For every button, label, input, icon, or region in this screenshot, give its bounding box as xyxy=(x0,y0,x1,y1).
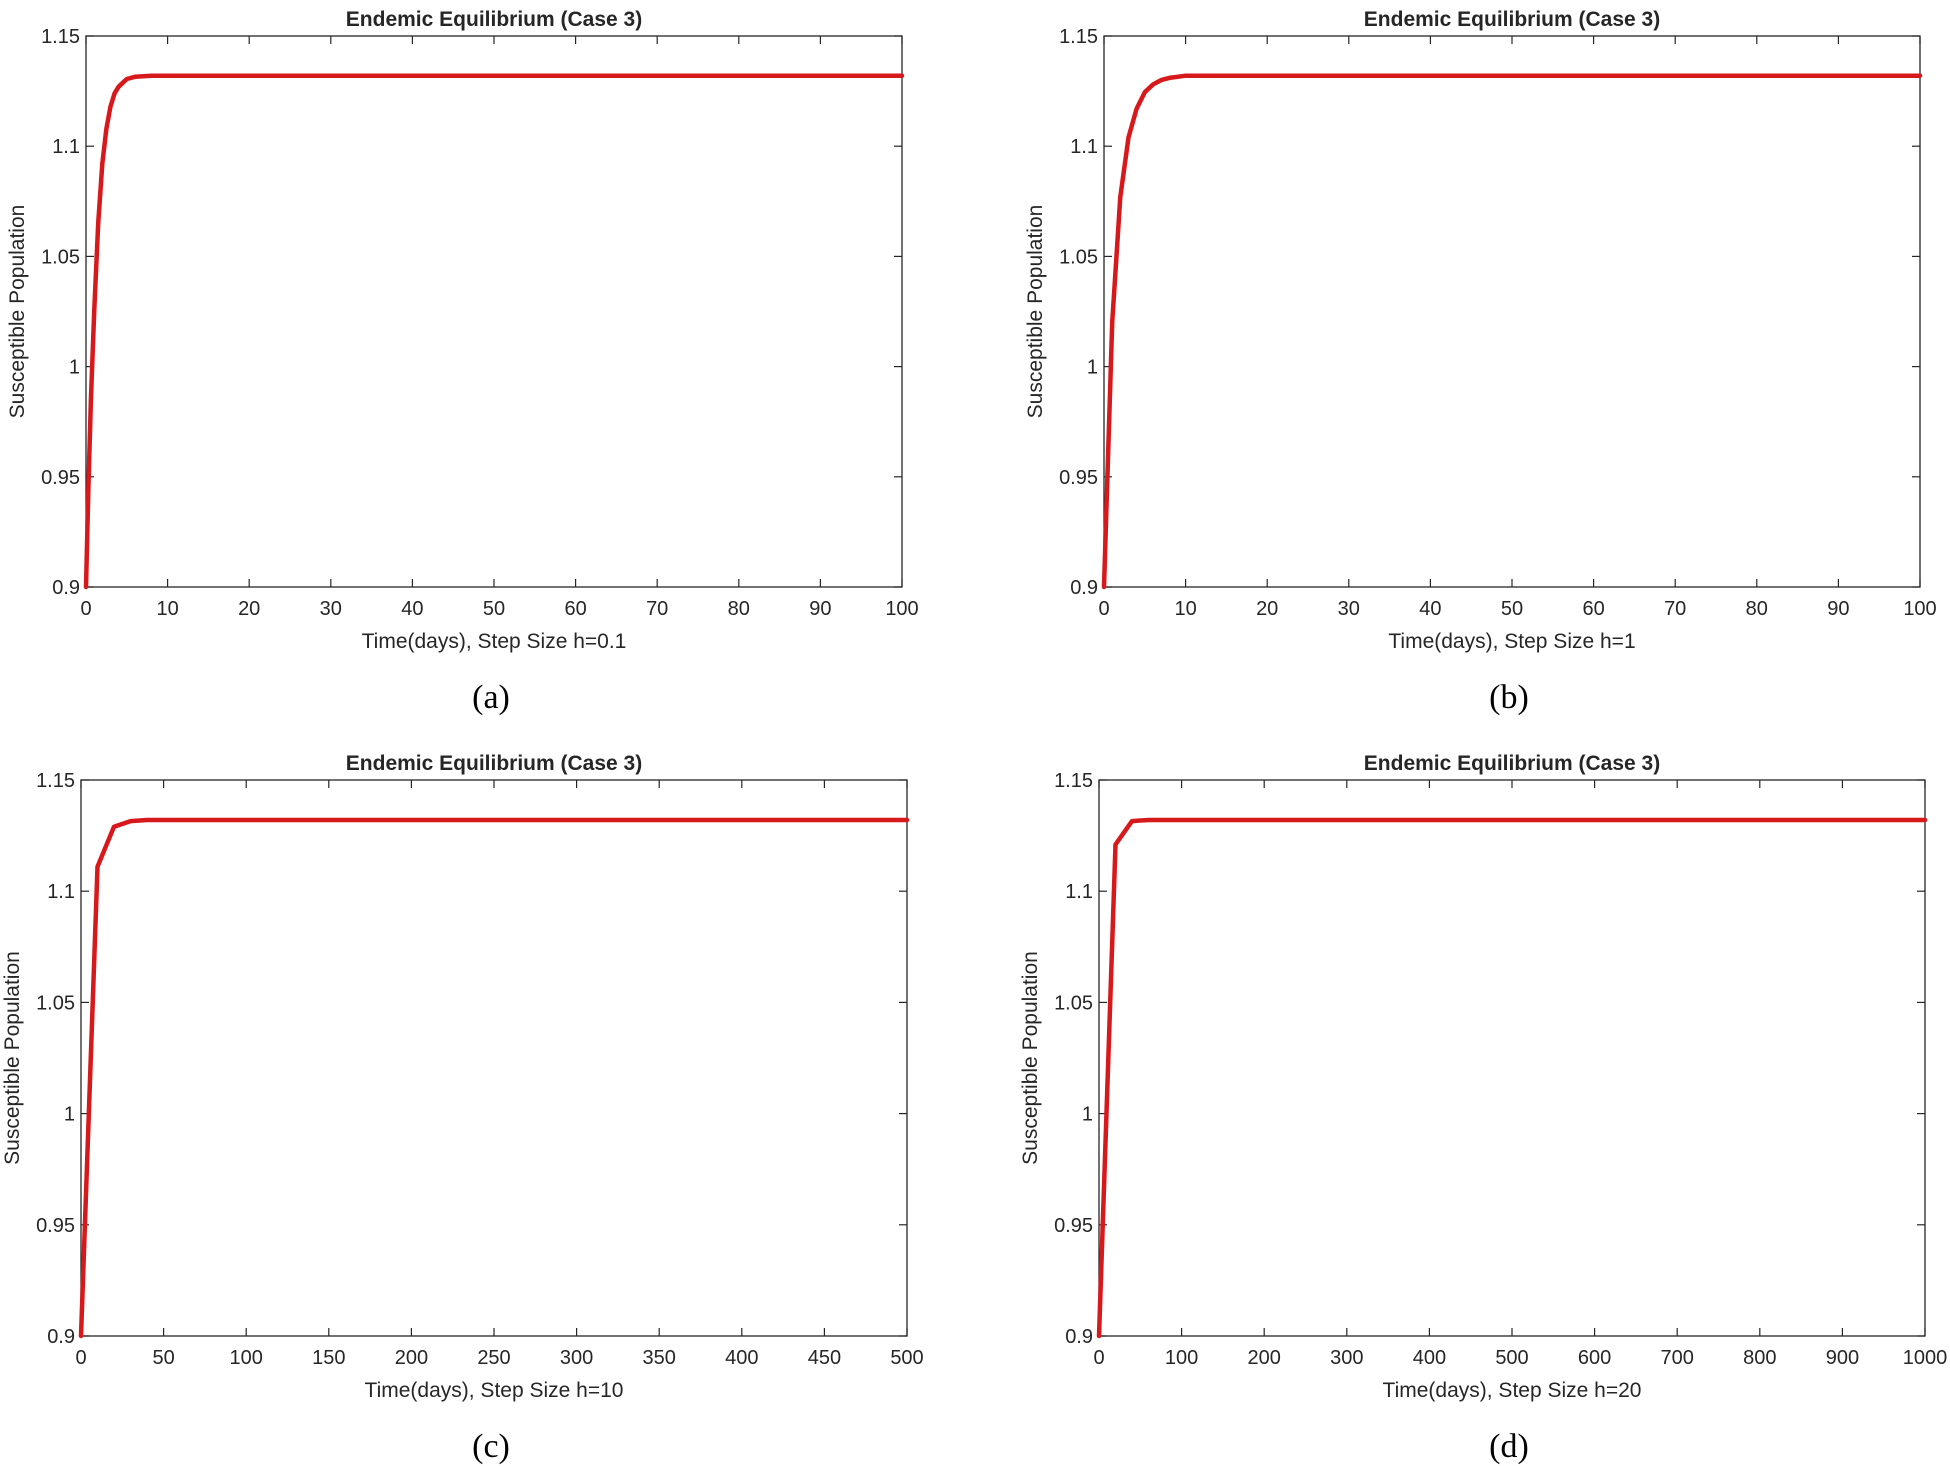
y-axis-label: Susceptible Population xyxy=(1019,951,1042,1165)
series-line-S xyxy=(83,73,905,590)
x-tick-label: 100 xyxy=(1903,598,1936,620)
series-line-S xyxy=(78,817,910,1339)
x-axis-label: Time(days), Step Size h=1 xyxy=(1388,630,1635,653)
x-tick-label: 40 xyxy=(401,598,423,620)
y-axis-label: Susceptible Population xyxy=(1,951,24,1165)
x-tick-label: 350 xyxy=(643,1347,676,1369)
x-tick-label: 500 xyxy=(890,1347,923,1369)
x-tick-label: 1000 xyxy=(1903,1347,1948,1369)
y-axis-label: Susceptible Population xyxy=(6,205,29,419)
x-axis-label: Time(days), Step Size h=10 xyxy=(365,1379,624,1402)
x-tick-label: 800 xyxy=(1743,1347,1776,1369)
y-tick-label: 1.05 xyxy=(1054,992,1093,1014)
x-tick-label: 100 xyxy=(230,1347,263,1369)
plot-area xyxy=(1103,35,1921,588)
y-tick-label: 1 xyxy=(1082,1104,1093,1126)
x-tick-label: 900 xyxy=(1826,1347,1859,1369)
y-tick-label: 0.95 xyxy=(41,467,80,489)
y-tick-label: 1.1 xyxy=(52,136,80,158)
chart-panel-4: 0 100 200 300 400 500 600 700 800 900 1000 0.9 0.95 1… xyxy=(1019,752,1947,1465)
plot-area xyxy=(1098,779,1926,1337)
y-tick-label: 1.05 xyxy=(36,992,75,1014)
x-tick-label: 10 xyxy=(1174,598,1196,620)
x-tick-label: 90 xyxy=(809,598,831,620)
chart-panel-2: 0 10 20 30 40 50 60 70 80 90 100 0.9 0.95 1 1.05 1.1 1.1… xyxy=(1024,8,1937,716)
y-tick-label: 0.95 xyxy=(1059,467,1098,489)
x-tick-label: 450 xyxy=(808,1347,841,1369)
x-tick-label: 300 xyxy=(1330,1347,1363,1369)
y-tick-label: 1.15 xyxy=(41,26,80,48)
y-axis-label: Susceptible Population xyxy=(1024,205,1047,419)
y-tick-label: 1.15 xyxy=(1054,770,1093,792)
chart-title: Endemic Equilibrium (Case 3) xyxy=(1364,752,1660,775)
panel-caption: (a) xyxy=(472,679,510,716)
x-tick-label: 100 xyxy=(885,598,918,620)
y-tick-label: 1 xyxy=(1087,357,1098,379)
y-tick-label: 1.15 xyxy=(36,770,75,792)
y-tick-label: 0.9 xyxy=(52,577,80,599)
x-tick-label: 10 xyxy=(156,598,178,620)
y-tick-label: 0.9 xyxy=(1070,577,1098,599)
x-tick-label: 50 xyxy=(1501,598,1523,620)
chart-title: Endemic Equilibrium (Case 3) xyxy=(346,8,642,31)
y-tick-label: 1.15 xyxy=(1059,26,1098,48)
x-tick-label: 500 xyxy=(1495,1347,1528,1369)
x-axis-label: Time(days), Step Size h=0.1 xyxy=(362,630,627,653)
chart-panel-1: 0 10 20 30 40 50 60 70 80 90 100 0.9 0.95 1 1.05 1.1 1.1… xyxy=(6,8,919,716)
x-tick-label: 40 xyxy=(1419,598,1441,620)
x-tick-label: 0 xyxy=(75,1347,86,1369)
x-tick-label: 70 xyxy=(646,598,668,620)
x-tick-label: 30 xyxy=(1338,598,1360,620)
y-tick-label: 1.05 xyxy=(1059,246,1098,268)
x-tick-label: 50 xyxy=(152,1347,174,1369)
panel-caption: (c) xyxy=(472,1428,510,1465)
x-tick-label: 80 xyxy=(728,598,750,620)
x-tick-label: 30 xyxy=(320,598,342,620)
x-tick-label: 0 xyxy=(80,598,91,620)
x-tick-label: 20 xyxy=(238,598,260,620)
x-axis-label: Time(days), Step Size h=20 xyxy=(1383,1379,1642,1402)
x-tick-label: 60 xyxy=(564,598,586,620)
y-tick-label: 0.95 xyxy=(1054,1215,1093,1237)
chart-panel-3: 0 50 100 150 200 250 300 350 400 450 500 0.9 0.95 1 1.… xyxy=(1,752,924,1465)
series-line-S xyxy=(1101,73,1923,590)
x-tick-label: 50 xyxy=(483,598,505,620)
x-tick-label: 400 xyxy=(1413,1347,1446,1369)
x-tick-label: 400 xyxy=(725,1347,758,1369)
x-tick-label: 200 xyxy=(395,1347,428,1369)
y-tick-label: 0.9 xyxy=(47,1326,75,1348)
plot-area xyxy=(85,35,903,588)
panel-caption: (d) xyxy=(1489,1428,1529,1465)
x-tick-label: 150 xyxy=(312,1347,345,1369)
y-tick-label: 0.95 xyxy=(36,1215,75,1237)
x-tick-label: 70 xyxy=(1664,598,1686,620)
y-tick-label: 1.05 xyxy=(41,246,80,268)
y-tick-label: 1.1 xyxy=(1070,136,1098,158)
x-tick-label: 700 xyxy=(1661,1347,1694,1369)
y-tick-label: 1.1 xyxy=(1065,881,1093,903)
x-tick-label: 0 xyxy=(1098,598,1109,620)
x-tick-label: 300 xyxy=(560,1347,593,1369)
y-tick-label: 1.1 xyxy=(47,881,75,903)
chart-title: Endemic Equilibrium (Case 3) xyxy=(346,752,642,775)
x-tick-label: 90 xyxy=(1827,598,1849,620)
y-tick-label: 0.9 xyxy=(1065,1326,1093,1348)
x-tick-label: 100 xyxy=(1165,1347,1198,1369)
y-tick-label: 1 xyxy=(64,1104,75,1126)
chart-title: Endemic Equilibrium (Case 3) xyxy=(1364,8,1660,31)
plot-area xyxy=(80,779,908,1337)
series-line-S xyxy=(1096,817,1928,1339)
x-tick-label: 200 xyxy=(1248,1347,1281,1369)
x-tick-label: 600 xyxy=(1578,1347,1611,1369)
x-tick-label: 250 xyxy=(477,1347,510,1369)
x-tick-label: 20 xyxy=(1256,598,1278,620)
y-tick-label: 1 xyxy=(69,357,80,379)
x-tick-label: 60 xyxy=(1582,598,1604,620)
x-tick-label: 80 xyxy=(1746,598,1768,620)
panel-caption: (b) xyxy=(1489,679,1529,716)
chart-panels: 0 10 20 30 40 50 60 70 80 90 1000.90.9511.051.11.1… xyxy=(1,8,1947,1465)
x-tick-label: 0 xyxy=(1093,1347,1104,1369)
